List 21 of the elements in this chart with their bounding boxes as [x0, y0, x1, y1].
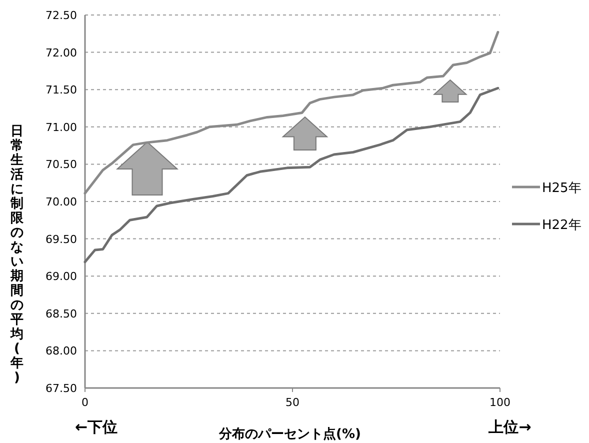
x-tick-label: 50 [286, 396, 300, 409]
y-tick-label: 72.50 [46, 9, 77, 22]
y-tick-label: 71.00 [46, 120, 77, 134]
y-tick-label: 70.50 [46, 158, 77, 172]
legend-label: H25年 [542, 181, 582, 196]
x-axis-title: 分布のパーセント点(%) [218, 426, 361, 442]
y-tick-label: 70.00 [46, 196, 77, 208]
text: 日常生活に制限のない期間の平均(年) [10, 124, 24, 386]
y-tick-label: 68.00 [46, 344, 77, 358]
y-tick-label: 72.00 [46, 46, 77, 60]
y-tick-label: 68.50 [46, 307, 77, 320]
x-tick-label: 0 [82, 396, 88, 409]
y-tick-label: 71.50 [46, 84, 77, 97]
y-tick-label: 69.00 [46, 270, 77, 284]
y-tick-label: 67.50 [46, 382, 77, 395]
text: 上位→ [488, 418, 532, 436]
legend-label: H22年 [542, 218, 582, 233]
text: ←下位 [75, 418, 118, 436]
line-series [84, 86, 500, 264]
x-tick-label: 100 [490, 396, 510, 409]
y-tick-label: 69.50 [46, 232, 77, 246]
